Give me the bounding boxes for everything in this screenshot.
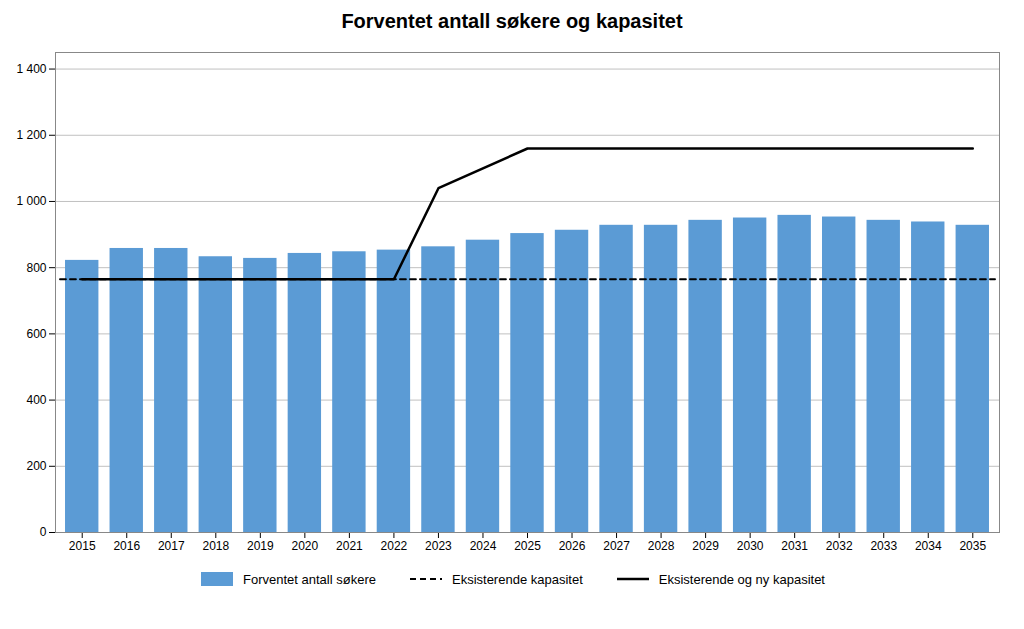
- svg-text:2027: 2027: [603, 539, 630, 553]
- svg-text:600: 600: [26, 327, 46, 341]
- svg-text:2017: 2017: [158, 539, 185, 553]
- svg-text:2031: 2031: [781, 539, 808, 553]
- svg-text:1 400: 1 400: [16, 62, 46, 76]
- svg-text:2035: 2035: [959, 539, 986, 553]
- svg-text:2021: 2021: [336, 539, 363, 553]
- svg-text:2026: 2026: [559, 539, 586, 553]
- svg-text:2024: 2024: [470, 539, 497, 553]
- svg-text:2033: 2033: [870, 539, 897, 553]
- svg-text:2034: 2034: [915, 539, 942, 553]
- svg-text:2019: 2019: [247, 539, 274, 553]
- svg-text:2020: 2020: [292, 539, 319, 553]
- svg-text:2029: 2029: [692, 539, 719, 553]
- svg-text:2022: 2022: [381, 539, 408, 553]
- svg-text:0: 0: [40, 525, 47, 539]
- svg-text:1 200: 1 200: [16, 128, 46, 142]
- svg-text:400: 400: [26, 393, 46, 407]
- html-text:Eksisterende kapasitet: Eksisterende kapasitet: [452, 571, 583, 587]
- svg-text:200: 200: [26, 459, 46, 473]
- svg-text:2023: 2023: [425, 539, 452, 553]
- html-text:Eksisterende og ny kapasitet: Eksisterende og ny kapasitet: [658, 571, 825, 587]
- svg-text:2015: 2015: [69, 539, 96, 553]
- svg-text:2028: 2028: [648, 539, 675, 553]
- svg-text:2018: 2018: [202, 539, 229, 553]
- svg-text:2032: 2032: [826, 539, 853, 553]
- svg-text:800: 800: [26, 261, 46, 275]
- html-text:Forventet antall søkere og kap: Forventet antall søkere og kapasitet: [341, 10, 683, 32]
- svg-text:2016: 2016: [113, 539, 140, 553]
- svg-text:2030: 2030: [737, 539, 764, 553]
- html-text:Forventet antall søkere: Forventet antall søkere: [243, 571, 376, 587]
- svg-text:2025: 2025: [514, 539, 541, 553]
- svg-text:1 000: 1 000: [16, 194, 46, 208]
